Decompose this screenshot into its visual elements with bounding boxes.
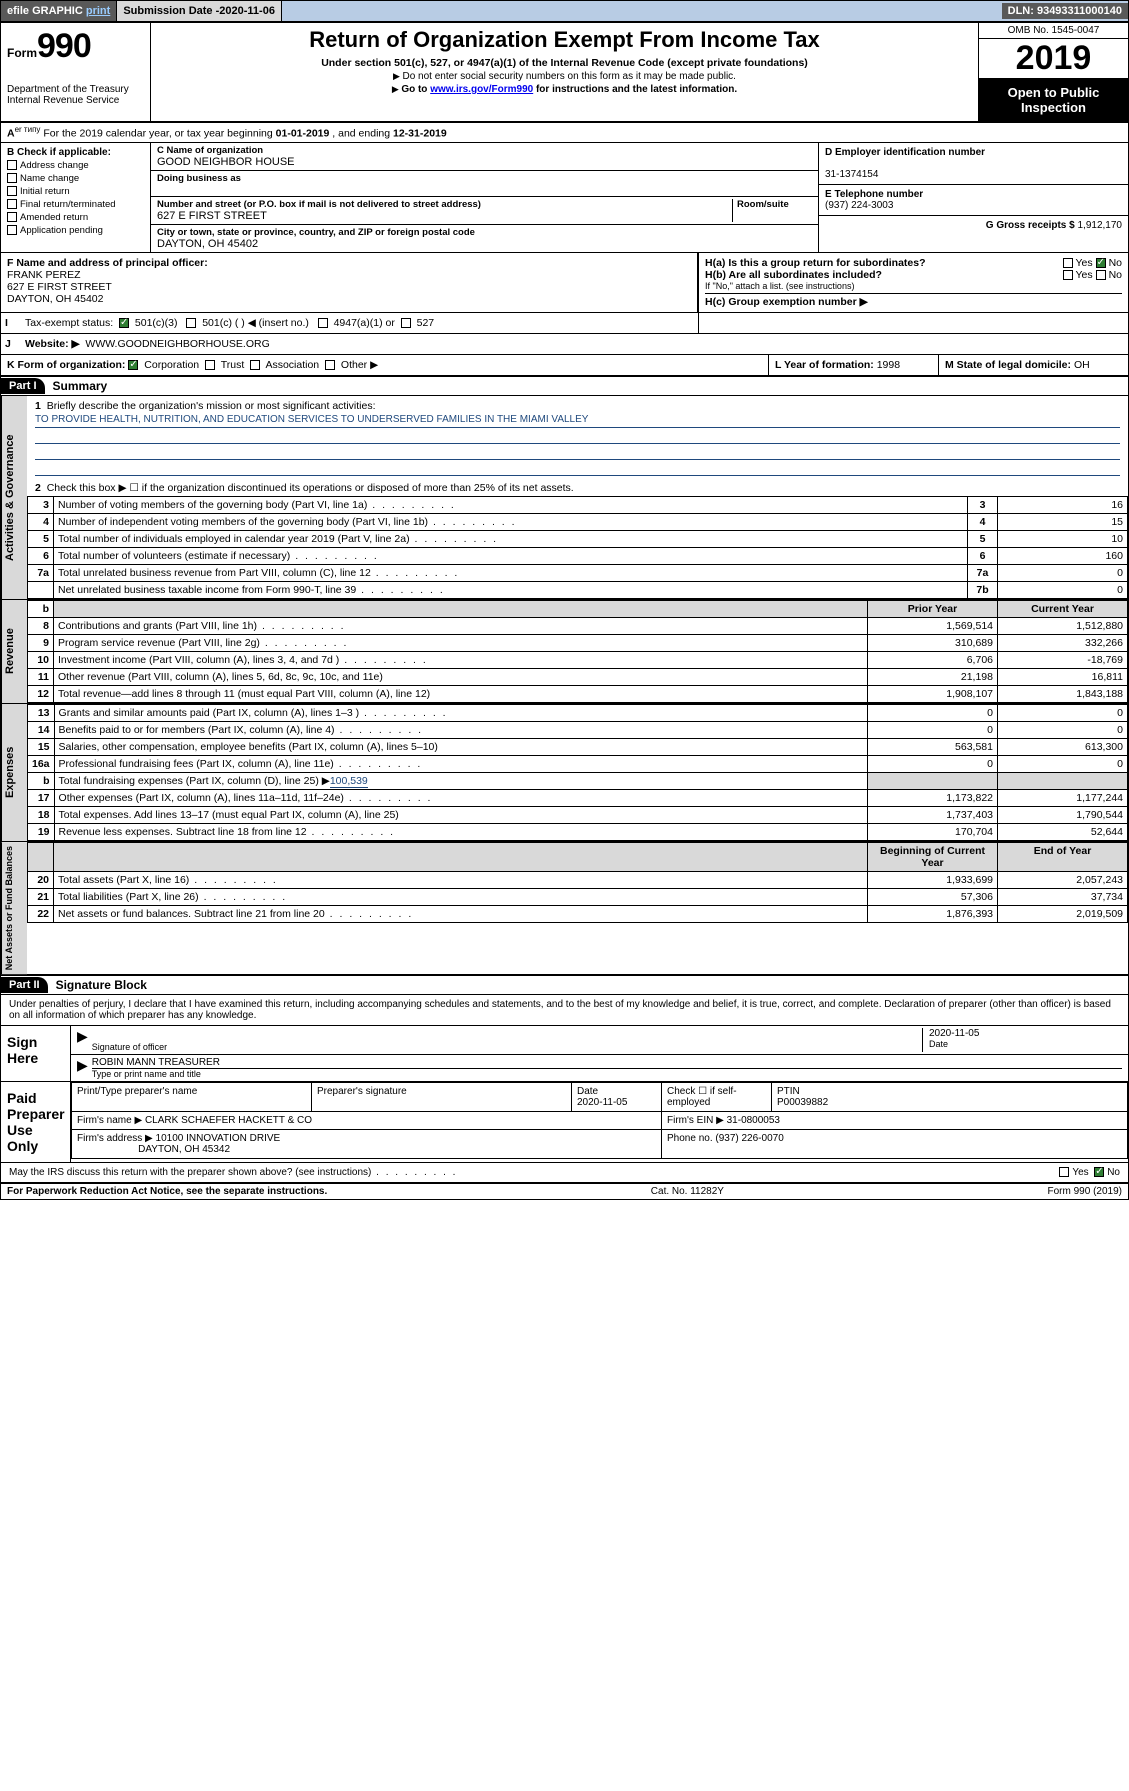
section-revenue: Revenue	[1, 600, 27, 703]
dept-treasury: Department of the Treasury Internal Reve…	[7, 84, 144, 106]
form-header: Form990 Department of the Treasury Inter…	[1, 23, 1128, 123]
net-assets-table: Beginning of Current YearEnd of Year 20T…	[27, 842, 1128, 923]
org-name: GOOD NEIGHBOR HOUSE	[157, 156, 812, 168]
box-m: M State of legal domicile: OH	[938, 355, 1128, 375]
section-expenses: Expenses	[1, 704, 27, 841]
section-net-assets: Net Assets or Fund Balances	[1, 842, 27, 974]
box-c: C Name of organization GOOD NEIGHBOR HOU…	[151, 143, 818, 252]
sign-date: 2020-11-05	[929, 1028, 1122, 1039]
org-city: DAYTON, OH 45402	[157, 238, 812, 250]
chk-address-change[interactable]: Address change	[7, 160, 144, 171]
box-e-phone: E Telephone number (937) 224-3003	[819, 185, 1128, 216]
form-title: Return of Organization Exempt From Incom…	[159, 27, 970, 53]
governance-table: 3Number of voting members of the governi…	[27, 496, 1128, 599]
box-b: B Check if applicable: Address change Na…	[1, 143, 151, 252]
open-to-public: Open to Public Inspection	[979, 79, 1128, 121]
box-k: K Form of organization: Corporation Trus…	[1, 355, 768, 375]
irs-link[interactable]: www.irs.gov/Form990	[430, 84, 533, 95]
form-note-goto: Go to www.irs.gov/Form990 for instructio…	[159, 84, 970, 95]
sign-here-label: Sign Here	[1, 1026, 71, 1081]
chk-initial-return[interactable]: Initial return	[7, 186, 144, 197]
officer-name: FRANK PEREZ	[7, 269, 81, 281]
part-ii-header: Part II Signature Block	[1, 976, 1128, 995]
form-subtitle: Under section 501(c), 527, or 4947(a)(1)…	[159, 57, 970, 69]
efile-label: efile GRAPHIC print	[1, 1, 117, 21]
box-d-ein: D Employer identification number 31-1374…	[819, 143, 1128, 185]
chk-final-return[interactable]: Final return/terminated	[7, 199, 144, 210]
form-footer: For Paperwork Reduction Act Notice, see …	[1, 1184, 1128, 1199]
box-l: L Year of formation: 1998	[768, 355, 938, 375]
discuss-question: May the IRS discuss this return with the…	[1, 1163, 1128, 1184]
preparer-table: Print/Type preparer's name Preparer's si…	[71, 1082, 1128, 1159]
section-activities-governance: Activities & Governance	[1, 396, 27, 599]
website: Website: ▶ WWW.GOODNEIGHBORHOUSE.ORG	[19, 334, 1128, 354]
tax-period: Aer типу For the 2019 calendar year, or …	[1, 123, 1128, 143]
perjury-declaration: Under penalties of perjury, I declare th…	[1, 995, 1128, 1026]
paid-preparer-label: Paid Preparer Use Only	[1, 1082, 71, 1162]
officer-name-title: ROBIN MANN TREASURER	[92, 1057, 1122, 1069]
chk-name-change[interactable]: Name change	[7, 173, 144, 184]
tax-exempt-status: Tax-exempt status: 501(c)(3) 501(c) ( ) …	[19, 313, 698, 333]
box-f-label: F Name and address of principal officer:	[7, 257, 208, 269]
box-h: H(a) Is this a group return for subordin…	[698, 253, 1128, 312]
part-i-header: Part I Summary	[1, 377, 1128, 396]
chk-app-pending[interactable]: Application pending	[7, 225, 144, 236]
expenses-table: 13Grants and similar amounts paid (Part …	[27, 704, 1128, 841]
omb-number: OMB No. 1545-0047	[979, 23, 1128, 39]
mission-text: TO PROVIDE HEALTH, NUTRITION, AND EDUCAT…	[35, 414, 1120, 428]
org-street: 627 E FIRST STREET	[157, 210, 732, 222]
firm-name: CLARK SCHAEFER HACKETT & CO	[145, 1115, 312, 1126]
chk-amended[interactable]: Amended return	[7, 212, 144, 223]
row-j-label: J	[1, 334, 19, 354]
print-link[interactable]: print	[86, 5, 110, 17]
tax-year: 2019	[979, 39, 1128, 79]
form-number: Form990	[7, 27, 144, 66]
submission-date: Submission Date - 2020-11-06	[117, 1, 282, 21]
row-i-label: I	[1, 313, 19, 333]
efile-topbar: efile GRAPHIC print Submission Date - 20…	[0, 0, 1129, 22]
box-g-gross: G Gross receipts $ 1,912,170	[819, 216, 1128, 235]
revenue-table: bPrior YearCurrent Year 8Contributions a…	[27, 600, 1128, 703]
form-note-ssn: Do not enter social security numbers on …	[159, 71, 970, 82]
dln: DLN: 93493311000140	[1002, 3, 1128, 19]
